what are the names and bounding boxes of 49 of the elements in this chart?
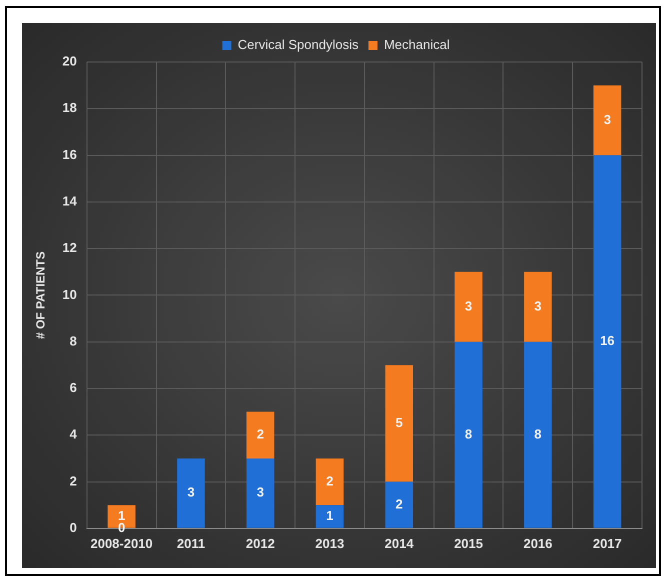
data-label: 8 bbox=[534, 426, 542, 442]
x-tick-label: 2014 bbox=[384, 536, 414, 551]
data-label: 3 bbox=[464, 298, 472, 314]
data-label: 8 bbox=[464, 426, 472, 442]
data-label: 2 bbox=[256, 426, 264, 442]
data-label: 3 bbox=[187, 484, 195, 500]
bar bbox=[316, 505, 344, 528]
x-tick-label: 2015 bbox=[454, 536, 483, 551]
x-tick-label: 2012 bbox=[246, 536, 275, 551]
y-tick-label: 14 bbox=[62, 194, 78, 208]
bar bbox=[524, 342, 552, 528]
x-tick-label: 2016 bbox=[523, 536, 552, 551]
data-label: 2 bbox=[396, 496, 403, 512]
data-label: 16 bbox=[600, 333, 615, 348]
data-label: 1 bbox=[326, 508, 334, 524]
bar bbox=[593, 85, 622, 156]
data-label: 3 bbox=[534, 298, 542, 314]
legend-label: Cervical Spondylosis bbox=[238, 37, 359, 52]
data-label: 3 bbox=[256, 484, 264, 500]
y-tick-label: 2 bbox=[70, 473, 77, 488]
data-label: 5 bbox=[396, 415, 403, 430]
bar bbox=[316, 458, 344, 506]
legend-label: Mechanical bbox=[384, 37, 450, 52]
data-label: 3 bbox=[604, 112, 611, 127]
x-tick-label: 2017 bbox=[592, 536, 622, 551]
data-label: 1 bbox=[118, 508, 126, 524]
bar bbox=[246, 412, 274, 458]
x-tick-label: 2008-2010 bbox=[90, 536, 153, 551]
x-tick-label: 2011 bbox=[176, 536, 206, 551]
bar bbox=[454, 342, 482, 528]
y-tick-label: 6 bbox=[70, 380, 77, 396]
bar bbox=[246, 458, 274, 528]
bar bbox=[385, 365, 414, 482]
data-label: 2 bbox=[326, 473, 334, 488]
y-axis-title: # OF PATIENTS bbox=[34, 251, 48, 339]
bar bbox=[385, 482, 414, 528]
y-tick-label: 18 bbox=[62, 100, 77, 116]
bar bbox=[454, 272, 482, 342]
bar bbox=[524, 272, 552, 342]
y-tick-label: 8 bbox=[70, 333, 77, 348]
y-tick-label: 0 bbox=[70, 520, 77, 535]
y-tick-label: 4 bbox=[70, 426, 78, 442]
bar bbox=[593, 155, 622, 528]
x-tick-label: 2013 bbox=[315, 536, 344, 551]
y-tick-label: 12 bbox=[62, 240, 77, 256]
y-tick-label: 16 bbox=[62, 146, 77, 162]
y-tick-label: 20 bbox=[62, 54, 77, 69]
bar bbox=[177, 458, 205, 528]
y-tick-label: 10 bbox=[62, 286, 77, 302]
